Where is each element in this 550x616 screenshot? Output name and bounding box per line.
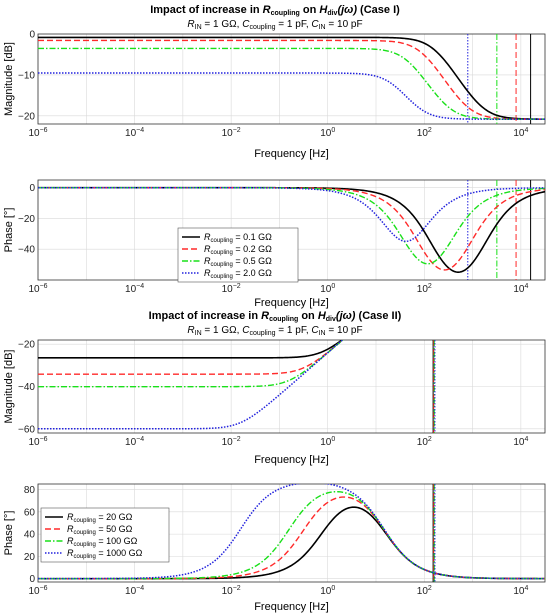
x-tick-label: 102 [417,585,432,597]
y-tick-label: −60 [18,424,35,435]
y-tick-label: −10 [18,70,35,81]
x-tick-label: 100 [320,127,335,139]
legend-entry: Rcoupling = 50 GΩ [67,524,133,536]
legend-entry: Rcoupling = 2.0 GΩ [204,268,272,280]
series-line-4 [38,340,344,430]
x-tick-label: 10−2 [222,127,241,139]
series-line-1 [38,36,545,120]
y-tick-label: 60 [24,507,36,518]
x-tick-label: 104 [513,127,528,139]
x-tick-label: 102 [417,127,432,139]
series-group [38,340,344,430]
y-tick-label: −20 [18,214,35,225]
x-tick-label: 10−2 [222,283,241,295]
y-tick-label: 0 [29,30,35,41]
grid [37,33,545,124]
y-tick-label: 20 [24,552,36,563]
y-tick-label: 40 [24,530,36,541]
legend-entry: Rcoupling = 100 GΩ [67,536,138,548]
panel-2: 10−6 10−4 10−2 100 102 104 −40 −20 0 Frequency [H… [3,179,546,309]
series-group [38,484,545,580]
x-tick-label: 10−4 [125,436,144,448]
chart-subtitle: RIN = 1 GΩ, Ccoupling = 1 pF, CIN = 10 p… [187,325,362,337]
grid [37,340,545,433]
series-group [38,36,545,120]
chart-subtitle: RIN = 1 GΩ, Ccoupling = 1 pF, CIN = 10 p… [187,19,362,31]
y-tick-label: 80 [24,485,36,496]
x-axis-label: Frequency [Hz] [254,148,329,160]
x-tick-label: 102 [417,283,432,295]
x-tick-label: 10−4 [125,283,144,295]
y-tick-label: −20 [18,340,35,351]
panel-1: 10−6 10−4 10−2 100 102 104 −20 −10 0 Frequency [H… [3,4,546,160]
series-line-3 [38,340,344,388]
chart-title: Impact of increase in Rcoupling on Hdiv(… [149,310,402,323]
y-axis-label: Magnitude [dB] [3,350,15,424]
y-axis-label: Magnitude [dB] [3,42,15,116]
x-axis-label: Frequency [Hz] [254,454,329,466]
axes-frame [37,483,546,583]
series-group [38,186,545,273]
y-axis-label: Phase [°] [3,511,15,556]
series-line-4 [38,186,545,243]
series-line-1 [38,340,344,359]
y-axis-label: Phase [°] [3,208,15,253]
x-tick-label: 104 [513,283,528,295]
x-tick-label: 100 [320,585,335,597]
x-tick-label: 104 [513,436,528,448]
x-axis-label: Frequency [Hz] [254,297,329,309]
x-axis-label: Frequency [Hz] [254,601,329,613]
y-tick-label: 0 [29,183,35,194]
x-tick-label: 10−4 [125,585,144,597]
legend-entry: Rcoupling = 0.2 GΩ [204,244,272,256]
series-line-2 [38,39,545,120]
series-line-2 [38,340,344,375]
x-tick-label: 100 [320,283,335,295]
series-line-4 [38,72,545,120]
legend-entry: Rcoupling = 0.1 GΩ [204,232,272,244]
y-tick-label: 0 [29,574,35,585]
y-tick-label: −40 [18,382,35,393]
x-tick-label: 10−6 [28,127,47,139]
x-tick-label: 104 [513,585,528,597]
series-line-3 [38,47,545,120]
x-tick-label: 10−2 [222,436,241,448]
x-tick-label: 10−2 [222,585,241,597]
x-tick-label: 10−6 [28,283,47,295]
legend-entry: Rcoupling = 0.5 GΩ [204,256,272,268]
x-tick-label: 10−4 [125,127,144,139]
x-tick-label: 10−6 [28,436,47,448]
panel-4: 10−6 10−4 10−2 100 102 104 0 20 40 60 80 Frequency … [3,483,546,613]
x-tick-label: 102 [417,436,432,448]
axes-frame [37,33,546,125]
x-tick-label: 100 [320,436,335,448]
series-line-4 [38,484,545,580]
legend-entry: Rcoupling = 1000 GΩ [67,548,143,560]
legend-entry: Rcoupling = 20 GΩ [67,512,133,524]
y-tick-label: −40 [18,245,35,256]
chart-title: Impact of increase in Rcoupling on Hdiv(… [150,4,400,17]
panel-3: 10−6 10−4 10−2 100 102 104 −60 −40 −20 Frequency … [3,310,546,466]
x-tick-label: 10−6 [28,585,47,597]
y-tick-label: −20 [18,111,35,122]
